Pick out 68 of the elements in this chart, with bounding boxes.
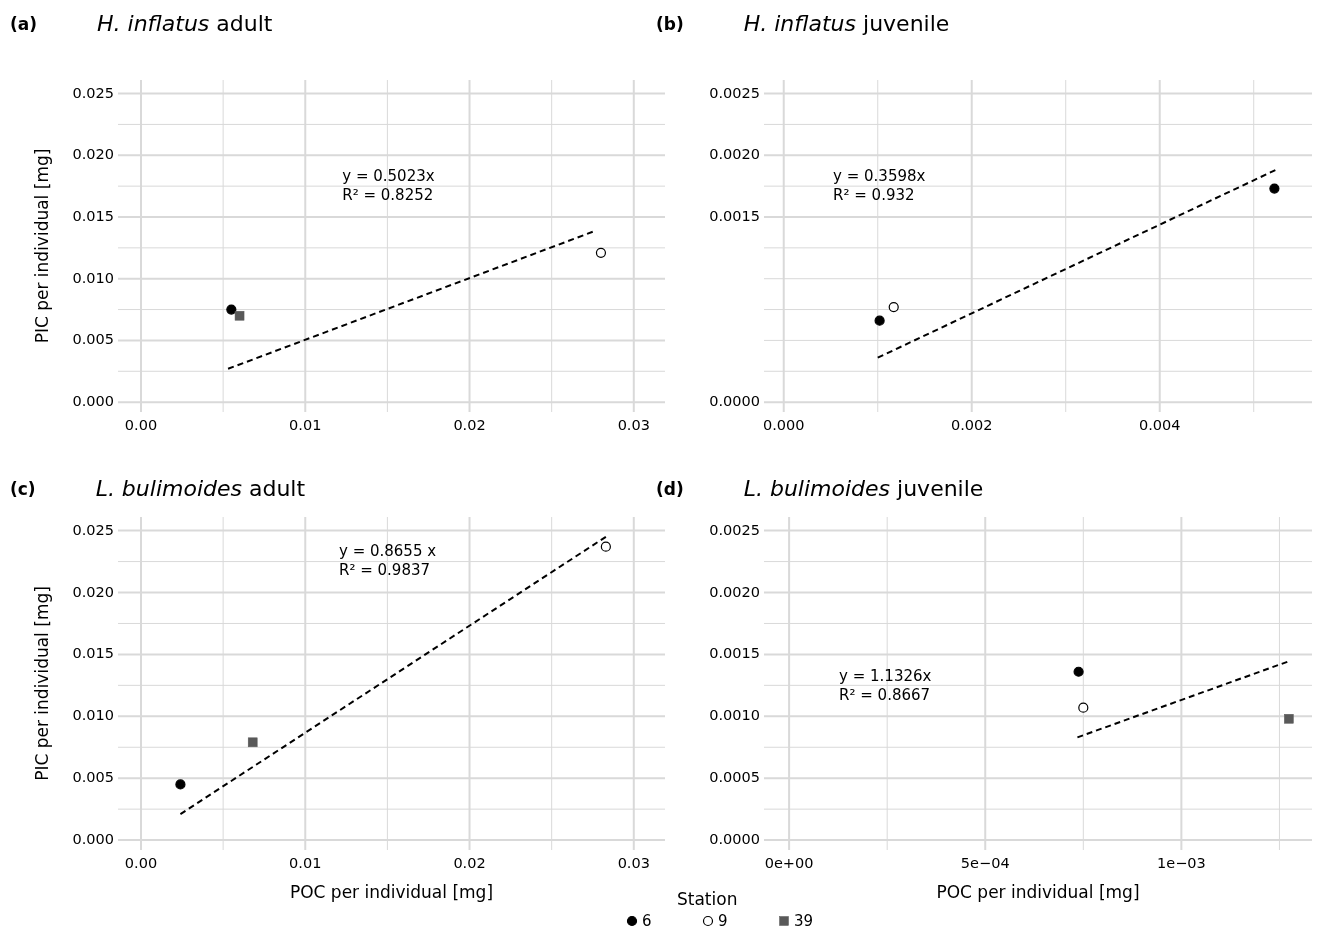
x-tick-label: 0.02 (453, 417, 486, 433)
annotation: R² = 0.932 (833, 185, 915, 204)
y-tick-label: 0.015 (72, 645, 114, 662)
y-tick-label: 0.000 (72, 393, 114, 410)
legend-label: 9 (718, 911, 728, 930)
x-tick-label: 0.00 (124, 855, 158, 871)
x-tick-label: 5e−04 (960, 855, 1010, 871)
x-tick-label: 0.002 (950, 417, 993, 433)
point (247, 737, 258, 748)
legend-label: 6 (642, 911, 652, 930)
y-tick-label: 0.025 (72, 84, 114, 101)
chart-title: (a) H. inflatus adult (10, 11, 273, 36)
y-tick-label: 0.005 (72, 769, 114, 786)
x-axis-title: POC per individual [mg] (936, 882, 1140, 902)
x-tick-label: 0.03 (617, 417, 650, 433)
point (888, 301, 899, 313)
point (1284, 714, 1294, 724)
point (1078, 702, 1089, 713)
x-tick-label: 0.01 (289, 417, 322, 433)
x-tick-label: 0e+00 (764, 855, 814, 871)
y-tick-label: 0.000 (72, 831, 114, 848)
y-tick-label: 0.0000 (709, 831, 760, 848)
annotation: y = 0.3598x (833, 166, 926, 185)
y-tick-label: 0.0015 (709, 208, 760, 224)
annotation: R² = 0.8667 (839, 686, 931, 705)
annotation: R² = 0.9837 (338, 561, 431, 580)
y-tick-label: 0.0025 (709, 84, 760, 101)
y-axis-title: PIC per individual [mg] (32, 586, 52, 781)
point (226, 304, 237, 315)
x-tick-label: 0.01 (289, 855, 322, 871)
y-tick-label: 0.020 (72, 146, 114, 163)
annotation: y = 0.8655 x (338, 542, 437, 561)
y-tick-label: 0.0025 (709, 521, 760, 538)
y-tick-label: 0.010 (72, 269, 114, 286)
legend-label: 39 (794, 911, 814, 930)
y-tick-label: 0.0010 (709, 707, 760, 724)
point (234, 310, 245, 321)
x-tick-label: 1e−03 (1157, 855, 1206, 871)
annotation: y = 0.5023x (342, 166, 435, 185)
y-tick-label: 0.005 (72, 331, 114, 348)
y-tick-label: 0.025 (72, 521, 114, 538)
y-tick-label: 0.015 (72, 208, 114, 224)
y-tick-label: 0.0015 (709, 645, 760, 662)
chart-title: (d) L. bulimoides juvenile (656, 476, 984, 501)
annotation: R² = 0.8252 (342, 185, 434, 204)
y-tick-label: 0.0005 (709, 769, 760, 786)
y-tick-label: 0.0020 (709, 146, 760, 163)
legend-title: Station (677, 889, 738, 909)
chart-title: (c) L. bulimoides adult (10, 476, 306, 501)
x-axis-title: POC per individual [mg] (289, 882, 494, 902)
annotation: y = 1.1326x (839, 667, 932, 686)
x-tick-label: 0.02 (453, 855, 486, 871)
x-tick-label: 0.004 (1138, 417, 1181, 433)
point (1269, 183, 1280, 194)
y-tick-label: 0.020 (72, 583, 114, 600)
x-tick-label: 0.000 (762, 417, 805, 433)
y-axis-title: PIC per individual [mg] (32, 148, 52, 344)
point (874, 315, 885, 326)
x-tick-label: 0.03 (617, 855, 650, 871)
chart-title: (b) H. inflatus juvenile (656, 11, 950, 36)
point (600, 541, 611, 552)
y-tick-label: 0.010 (72, 707, 114, 724)
x-tick-label: 0.00 (124, 417, 158, 433)
point (1073, 666, 1084, 677)
y-tick-label: 0.0020 (709, 583, 760, 600)
point (595, 247, 607, 258)
y-tick-label: 0.0000 (709, 393, 760, 410)
point (175, 779, 186, 790)
